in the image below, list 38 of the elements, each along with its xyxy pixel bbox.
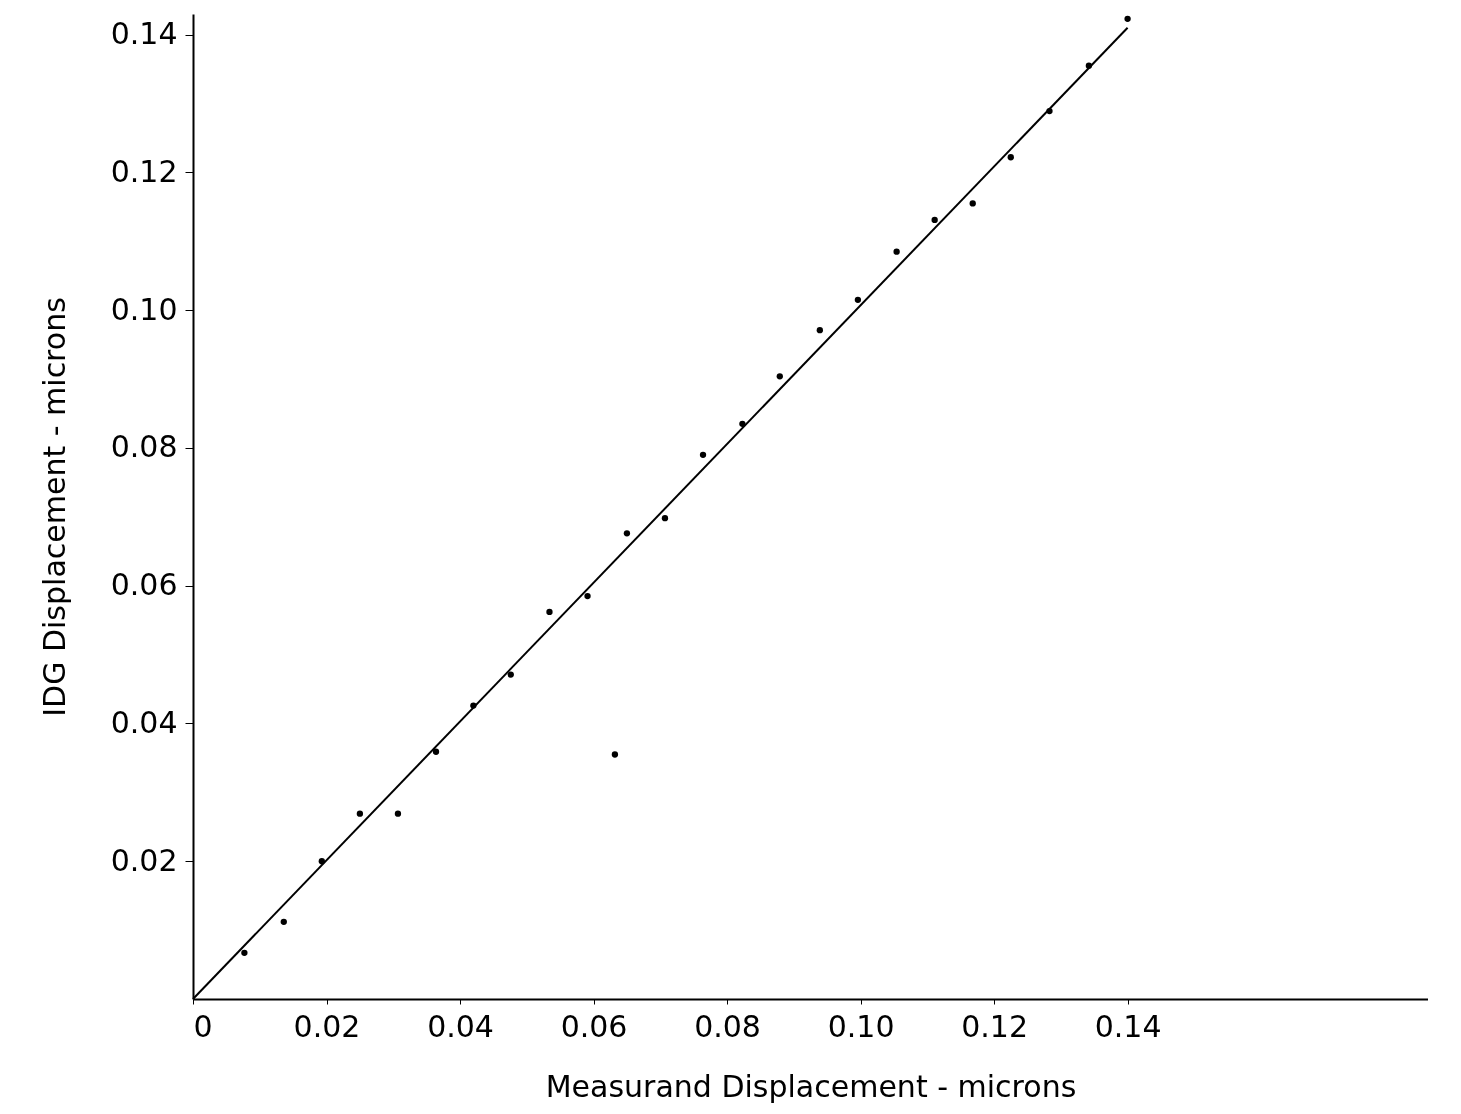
point [816, 327, 824, 334]
point [318, 858, 325, 865]
point [699, 451, 707, 458]
y-tick-label: 0.12 [110, 153, 178, 189]
point [1124, 15, 1131, 22]
point [241, 949, 248, 957]
y-tick-label: 0.06 [110, 567, 178, 603]
x-tick-label: 0.12 [961, 1008, 1028, 1044]
point [893, 248, 900, 255]
point [546, 608, 553, 616]
x-tick-label: 0.14 [1094, 1008, 1162, 1044]
point [394, 810, 402, 817]
point [854, 296, 862, 304]
point [661, 515, 669, 522]
point [776, 373, 783, 380]
y-tick-label: 0.04 [110, 704, 178, 740]
y-tick-label: 0.10 [110, 291, 178, 327]
point [584, 592, 591, 600]
point [356, 810, 364, 817]
x-tick-label: 0.04 [427, 1008, 494, 1044]
point [1007, 154, 1014, 161]
point [931, 216, 938, 224]
x-axis-title: Measurand Displacement - microns [545, 1068, 1077, 1104]
y-tick-label: 0.02 [110, 842, 178, 878]
x-tick-label: 0.02 [293, 1008, 361, 1044]
y-tick-label: 0.14 [110, 16, 178, 52]
x-tick-label: 0.06 [560, 1008, 628, 1044]
x-tick-label: 0 [193, 1008, 213, 1044]
x-tick-label: 0.08 [694, 1008, 761, 1044]
point [432, 748, 440, 755]
point [623, 530, 631, 537]
point [280, 918, 287, 926]
point [507, 671, 514, 678]
y-tick-label: 0.08 [110, 429, 178, 465]
x-tick-label: 0.10 [827, 1008, 895, 1044]
point [969, 200, 976, 207]
y-axis-title: IDG Displacement - microns [36, 297, 72, 717]
point [611, 751, 619, 758]
